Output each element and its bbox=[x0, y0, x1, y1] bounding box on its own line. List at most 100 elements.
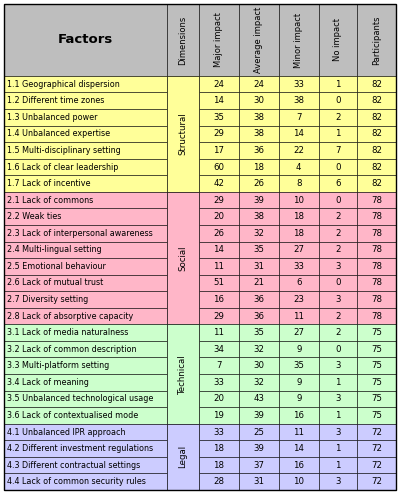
Text: 82: 82 bbox=[371, 129, 382, 138]
Bar bbox=[4, 192, 167, 208]
Bar bbox=[279, 424, 319, 440]
Bar bbox=[167, 308, 199, 325]
Bar bbox=[199, 325, 239, 341]
Text: 78: 78 bbox=[371, 196, 382, 205]
Bar bbox=[239, 391, 279, 407]
Text: 11: 11 bbox=[213, 328, 224, 337]
Text: 75: 75 bbox=[371, 394, 382, 404]
Bar bbox=[319, 407, 357, 424]
Bar bbox=[319, 92, 357, 109]
Bar bbox=[357, 457, 396, 473]
Bar bbox=[279, 440, 319, 457]
Bar bbox=[239, 258, 279, 275]
Bar bbox=[199, 358, 239, 374]
Bar bbox=[167, 440, 199, 457]
Text: 39: 39 bbox=[253, 196, 264, 205]
Text: 72: 72 bbox=[371, 427, 382, 437]
Bar bbox=[279, 391, 319, 407]
Bar bbox=[199, 4, 239, 76]
Bar bbox=[357, 208, 396, 225]
Bar bbox=[357, 258, 396, 275]
Bar bbox=[199, 391, 239, 407]
Bar bbox=[279, 358, 319, 374]
Text: 24: 24 bbox=[253, 80, 264, 89]
Text: 2: 2 bbox=[335, 229, 340, 238]
Bar bbox=[4, 407, 167, 424]
Text: 2.7 Diversity setting: 2.7 Diversity setting bbox=[7, 295, 88, 304]
Text: 35: 35 bbox=[293, 361, 304, 370]
Text: 0: 0 bbox=[335, 279, 340, 288]
Bar bbox=[199, 192, 239, 208]
Bar bbox=[357, 159, 396, 175]
Text: 10: 10 bbox=[293, 196, 304, 205]
Bar bbox=[199, 407, 239, 424]
Text: 42: 42 bbox=[213, 179, 224, 188]
Bar bbox=[279, 192, 319, 208]
Bar bbox=[199, 76, 239, 92]
Text: Factors: Factors bbox=[58, 34, 113, 46]
Text: 4.4 Lack of common security rules: 4.4 Lack of common security rules bbox=[7, 477, 146, 486]
Text: 2.8 Lack of absorptive capacity: 2.8 Lack of absorptive capacity bbox=[7, 312, 133, 321]
Bar bbox=[319, 208, 357, 225]
Bar bbox=[319, 308, 357, 325]
Bar bbox=[239, 291, 279, 308]
Bar bbox=[239, 4, 279, 76]
Bar bbox=[279, 4, 319, 76]
Text: 11: 11 bbox=[293, 312, 304, 321]
Text: Dimensions: Dimensions bbox=[178, 15, 187, 65]
Bar bbox=[239, 175, 279, 192]
Text: 3: 3 bbox=[335, 262, 340, 271]
Text: 38: 38 bbox=[293, 96, 304, 105]
Bar bbox=[239, 242, 279, 258]
Bar bbox=[357, 341, 396, 358]
Text: 3: 3 bbox=[335, 361, 340, 370]
Bar bbox=[357, 225, 396, 242]
Text: 1: 1 bbox=[335, 444, 340, 453]
Bar bbox=[199, 473, 239, 490]
Text: 0: 0 bbox=[335, 196, 340, 205]
Bar bbox=[319, 358, 357, 374]
Text: 7: 7 bbox=[216, 361, 222, 370]
Text: 1.3 Unbalanced power: 1.3 Unbalanced power bbox=[7, 113, 98, 122]
Bar bbox=[167, 457, 199, 473]
Text: 1.6 Lack of clear leadership: 1.6 Lack of clear leadership bbox=[7, 163, 118, 171]
Bar bbox=[199, 142, 239, 159]
Bar bbox=[357, 424, 396, 440]
Bar bbox=[357, 242, 396, 258]
Text: 21: 21 bbox=[253, 279, 264, 288]
Bar bbox=[4, 457, 167, 473]
Bar bbox=[279, 208, 319, 225]
Bar bbox=[4, 92, 167, 109]
Bar bbox=[279, 109, 319, 125]
Bar bbox=[319, 175, 357, 192]
Bar bbox=[279, 258, 319, 275]
Bar bbox=[319, 275, 357, 291]
Text: 30: 30 bbox=[253, 96, 264, 105]
Bar bbox=[239, 308, 279, 325]
Bar bbox=[279, 92, 319, 109]
Text: 6: 6 bbox=[296, 279, 302, 288]
Bar bbox=[167, 358, 199, 374]
Bar bbox=[199, 424, 239, 440]
Bar bbox=[167, 341, 199, 358]
Bar bbox=[279, 125, 319, 142]
Text: 75: 75 bbox=[371, 328, 382, 337]
Bar bbox=[199, 341, 239, 358]
Bar bbox=[4, 109, 167, 125]
Text: 14: 14 bbox=[213, 246, 224, 254]
Bar bbox=[279, 457, 319, 473]
Bar bbox=[239, 341, 279, 358]
Text: 17: 17 bbox=[213, 146, 224, 155]
Text: 18: 18 bbox=[253, 163, 264, 171]
Text: 20: 20 bbox=[213, 212, 224, 221]
Bar bbox=[357, 192, 396, 208]
Bar bbox=[4, 142, 167, 159]
Text: 38: 38 bbox=[253, 113, 264, 122]
Text: 3.4 Lack of meaning: 3.4 Lack of meaning bbox=[7, 378, 89, 387]
Text: 82: 82 bbox=[371, 146, 382, 155]
Text: 24: 24 bbox=[213, 80, 224, 89]
Bar bbox=[167, 424, 199, 490]
Text: 82: 82 bbox=[371, 80, 382, 89]
Bar bbox=[279, 175, 319, 192]
Bar bbox=[357, 92, 396, 109]
